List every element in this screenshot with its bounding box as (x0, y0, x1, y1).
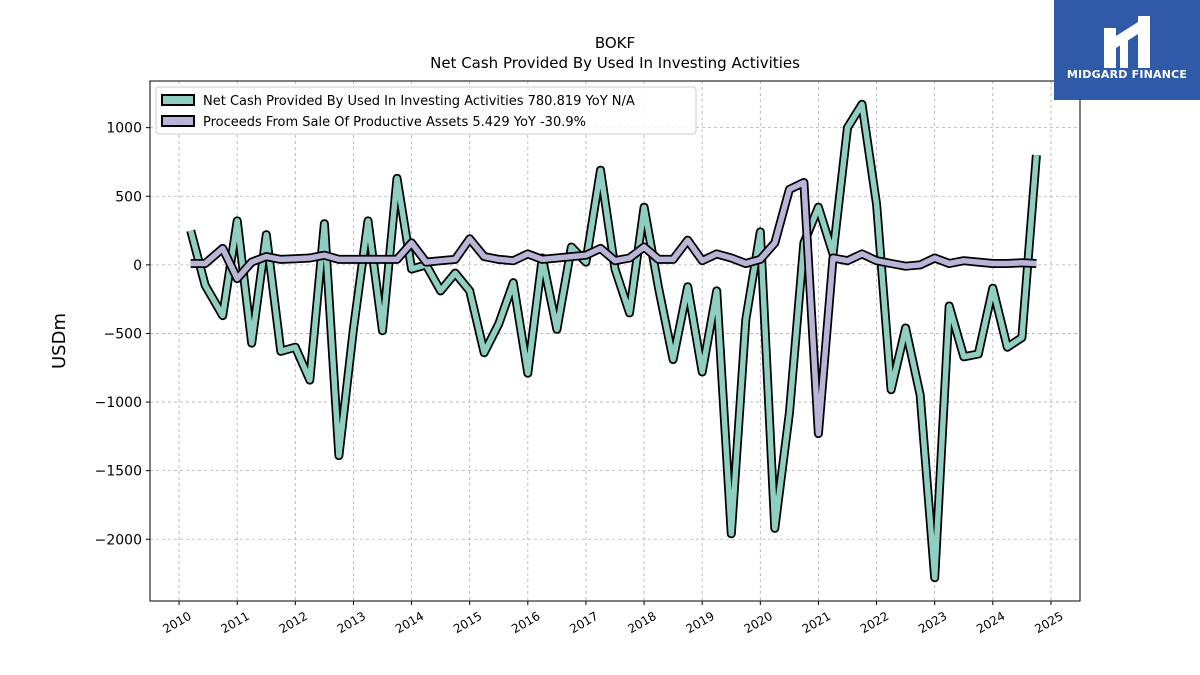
series-layer (191, 104, 1037, 577)
x-tick-label: 2020 (742, 609, 775, 636)
x-tick-label: 2014 (393, 609, 426, 636)
legend-swatch-0 (162, 95, 194, 105)
chart-canvas: BOKF Net Cash Provided By Used In Invest… (0, 0, 1200, 675)
x-tick-label: 2013 (335, 609, 368, 636)
x-tick-label: 2015 (451, 609, 484, 636)
y-tick-label: −500 (104, 326, 142, 342)
x-tick-label: 2023 (916, 609, 949, 636)
brand-name: MIDGARD FINANCE (1054, 68, 1200, 81)
legend-swatch-1 (162, 116, 194, 126)
brand-logo: MIDGARD FINANCE (1054, 0, 1200, 100)
y-tick-label: 500 (115, 189, 142, 205)
x-tick-label: 2021 (800, 609, 833, 636)
x-tick-label: 2019 (683, 609, 716, 636)
chart-subtitle: Net Cash Provided By Used In Investing A… (430, 54, 800, 72)
legend-entry-0: Net Cash Provided By Used In Investing A… (203, 94, 635, 109)
y-tick-label: −1000 (95, 395, 142, 411)
x-tick-label: 2017 (567, 609, 600, 636)
x-tick-label: 2010 (160, 609, 193, 636)
x-tick-label: 2025 (1032, 609, 1065, 636)
x-tick-label: 2016 (509, 609, 542, 636)
legend-entry-1: Proceeds From Sale Of Productive Assets … (203, 115, 586, 130)
midgard-monogram-icon (1054, 0, 1200, 70)
y-tick-label: −1500 (95, 464, 142, 480)
x-axis: 2010 2011 2012 2013 2014 2015 2016 2017 2018 2019… (160, 601, 1065, 636)
y-axis-label: USDm (49, 313, 70, 369)
x-tick-label: 2022 (858, 609, 891, 636)
y-tick-label: 1000 (106, 121, 142, 137)
x-tick-label: 2012 (277, 609, 310, 636)
x-tick-label: 2024 (974, 609, 1007, 636)
y-tick-label: −2000 (95, 532, 142, 548)
y-axis: 1000 500 0 −500 −1000 −1500 −2000 (95, 121, 150, 549)
chart-title: BOKF (595, 34, 635, 52)
x-tick-label: 2011 (218, 609, 251, 636)
x-tick-label: 2018 (625, 609, 658, 636)
legend: Net Cash Provided By Used In Investing A… (156, 87, 696, 134)
y-tick-label: 0 (133, 258, 142, 274)
